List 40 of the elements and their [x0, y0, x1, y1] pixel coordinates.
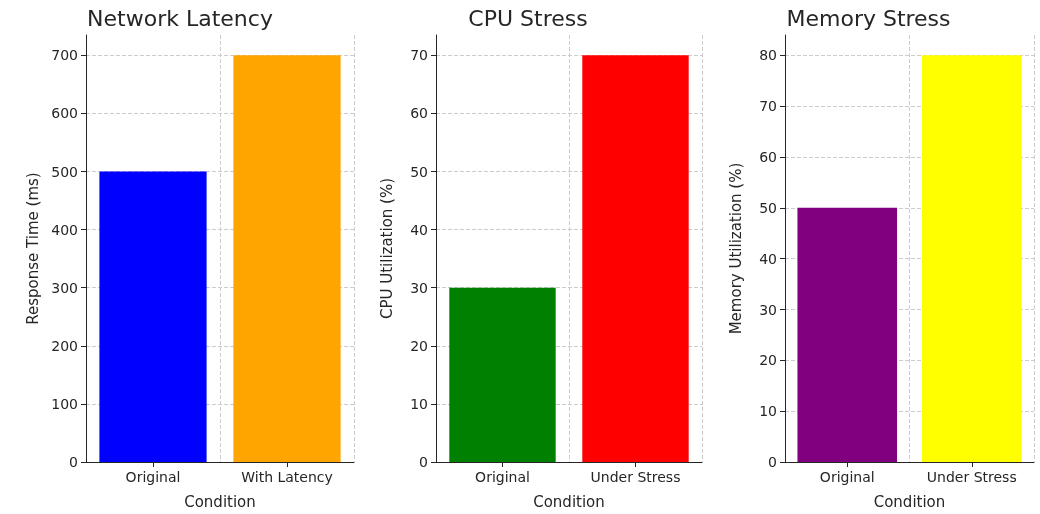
- y-tick-label: 70: [759, 98, 777, 115]
- y-tick-label: 50: [410, 163, 428, 180]
- y-tick-label: 0: [419, 454, 428, 470]
- y-axis-title: CPU Utilization (%): [377, 177, 396, 320]
- x-axis-title: Condition: [533, 492, 605, 511]
- y-tick-label: 0: [768, 454, 777, 470]
- x-axis-title: Condition: [184, 492, 256, 511]
- x-tick-label: Original: [475, 469, 530, 485]
- y-tick-label: 500: [51, 163, 78, 180]
- x-tick-label: Original: [125, 469, 181, 485]
- y-tick-label: 20: [410, 337, 428, 354]
- y-tick-label: 0: [69, 454, 78, 470]
- y-tick-label: 600: [51, 105, 78, 122]
- y-tick-label: 300: [51, 279, 78, 296]
- y-tick-label: 30: [759, 301, 777, 318]
- y-tick-label: 20: [759, 352, 777, 369]
- y-tick-label: 30: [410, 279, 428, 296]
- chart-title: CPU Stress: [468, 5, 588, 31]
- y-tick-label: 200: [51, 337, 78, 354]
- y-tick-label: 10: [410, 395, 428, 412]
- y-tick-label: 100: [51, 395, 78, 412]
- x-tick-label: Under Stress: [926, 469, 1017, 485]
- y-tick-label: 80: [759, 47, 777, 64]
- y-tick-label: 400: [51, 221, 78, 238]
- x-tick-label: Original: [819, 469, 875, 485]
- y-tick-label: 60: [759, 149, 777, 165]
- y-tick-label: 70: [410, 47, 428, 64]
- x-tick-label: With Latency: [241, 469, 333, 485]
- chart-title: Memory Stress: [786, 5, 951, 31]
- y-tick-label: 40: [759, 250, 777, 267]
- chart-title: Network Latency: [87, 5, 273, 31]
- y-tick-label: 50: [759, 199, 777, 216]
- y-axis-title: Memory Utilization (%): [726, 162, 745, 335]
- y-tick-label: 10: [759, 403, 777, 420]
- y-tick-label: 40: [410, 221, 428, 238]
- x-axis-title: Condition: [873, 492, 946, 511]
- x-tick-label: Under Stress: [590, 469, 681, 485]
- y-axis-title: Response Time (ms): [23, 172, 42, 325]
- y-tick-label: 700: [51, 47, 78, 64]
- y-tick-label: 60: [410, 105, 428, 122]
